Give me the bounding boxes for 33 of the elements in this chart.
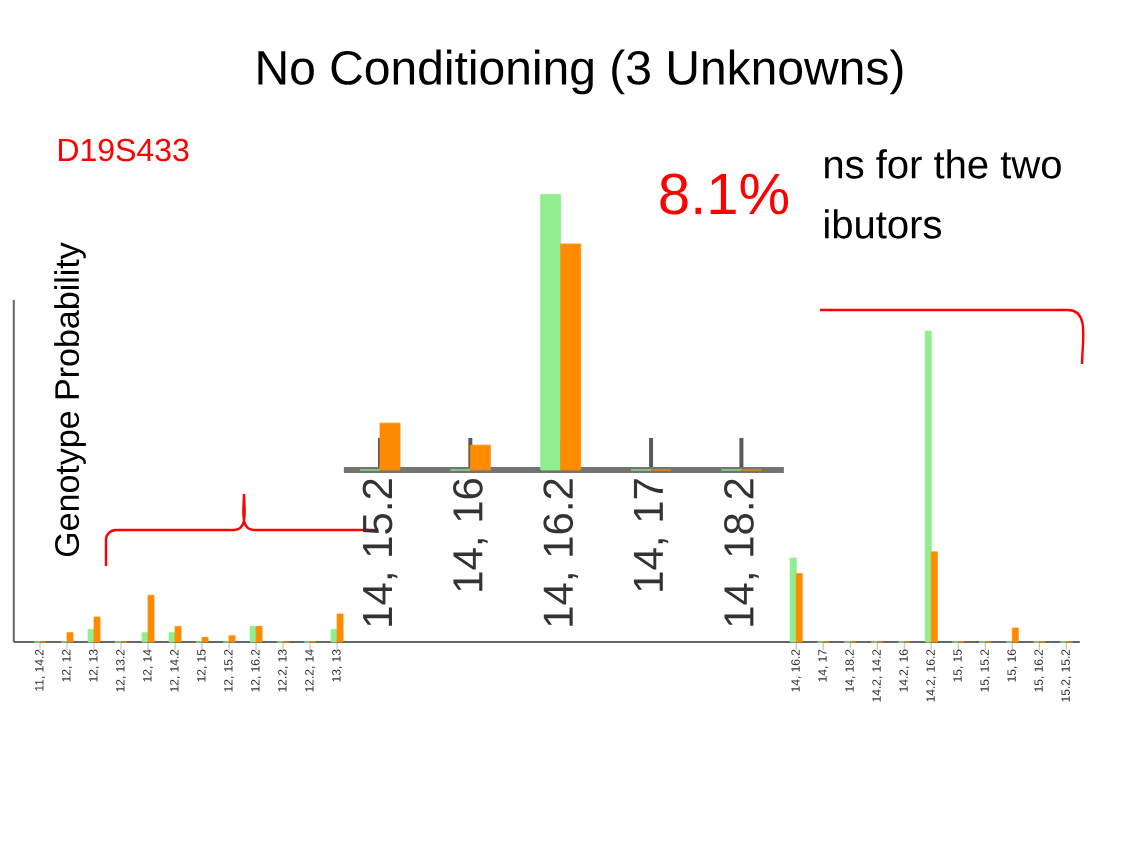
bar	[174, 626, 182, 643]
bar	[1011, 627, 1019, 643]
x-tick-label: 14, 17	[633, 479, 669, 591]
bar	[147, 594, 155, 643]
bar	[168, 632, 176, 643]
chart-title: No Conditioning (3 Unknowns)	[258, 49, 903, 95]
text: ns for the two	[825, 149, 1061, 179]
bar	[255, 626, 263, 643]
bar	[201, 636, 209, 643]
bar	[924, 330, 932, 643]
text: D19S433	[59, 138, 189, 162]
bar	[141, 632, 149, 643]
y-axis-title: Genotype Probability	[54, 242, 86, 557]
annotation: 8.1%	[660, 173, 789, 215]
bar	[249, 626, 257, 643]
bar	[336, 613, 344, 643]
bar	[379, 422, 401, 471]
x-tick-label: 14, 18.2	[724, 479, 759, 626]
bar	[789, 557, 797, 643]
bar	[560, 243, 582, 471]
bar	[66, 632, 74, 643]
x-tick-label: 14, 15.2	[362, 479, 398, 626]
x-tick-label: 14, 16	[453, 478, 488, 591]
bar	[540, 194, 562, 471]
bar	[330, 629, 338, 643]
bar	[469, 444, 491, 471]
bar	[795, 573, 803, 643]
text: ibutors	[825, 209, 941, 239]
bar	[930, 551, 938, 643]
bar	[87, 629, 95, 643]
bar	[93, 616, 101, 643]
bar	[228, 635, 236, 643]
x-tick-label: 14, 16.2	[543, 479, 579, 626]
